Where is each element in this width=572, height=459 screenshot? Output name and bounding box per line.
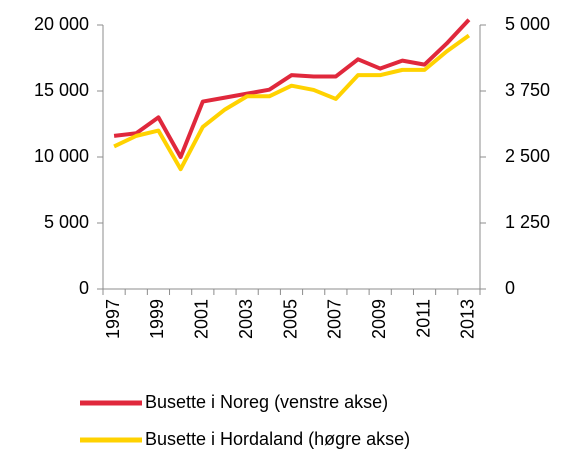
x-tick-label: 1997: [103, 299, 123, 339]
y-tick-label: 10 000: [34, 146, 89, 166]
x-tick-label: 2007: [325, 299, 345, 339]
y2-tick-label: 1 250: [505, 212, 550, 232]
y2-tick-label: 3 750: [505, 80, 550, 100]
x-tick-label: 2013: [458, 299, 478, 339]
legend-label: Busette i Noreg (venstre akse): [145, 392, 388, 412]
series-line: [113, 18, 471, 159]
y2-tick-label: 2 500: [505, 146, 550, 166]
x-tick-label: 1999: [147, 299, 167, 339]
y2-tick-label: 5 000: [505, 14, 550, 34]
x-tick-label: 2001: [192, 299, 212, 339]
y-tick-label: 0: [79, 278, 89, 298]
y-tick-label: 5 000: [44, 212, 89, 232]
legend-label: Busette i Hordaland (høgre akse): [145, 429, 410, 449]
series-line: [113, 33, 471, 172]
y-tick-label: 15 000: [34, 80, 89, 100]
x-tick-label: 2005: [280, 299, 300, 339]
x-tick-label: 2003: [236, 299, 256, 339]
x-tick-label: 2011: [413, 299, 433, 338]
x-tick-label: 2009: [369, 299, 389, 339]
y-tick-label: 20 000: [34, 14, 89, 34]
y2-tick-label: 0: [505, 278, 515, 298]
